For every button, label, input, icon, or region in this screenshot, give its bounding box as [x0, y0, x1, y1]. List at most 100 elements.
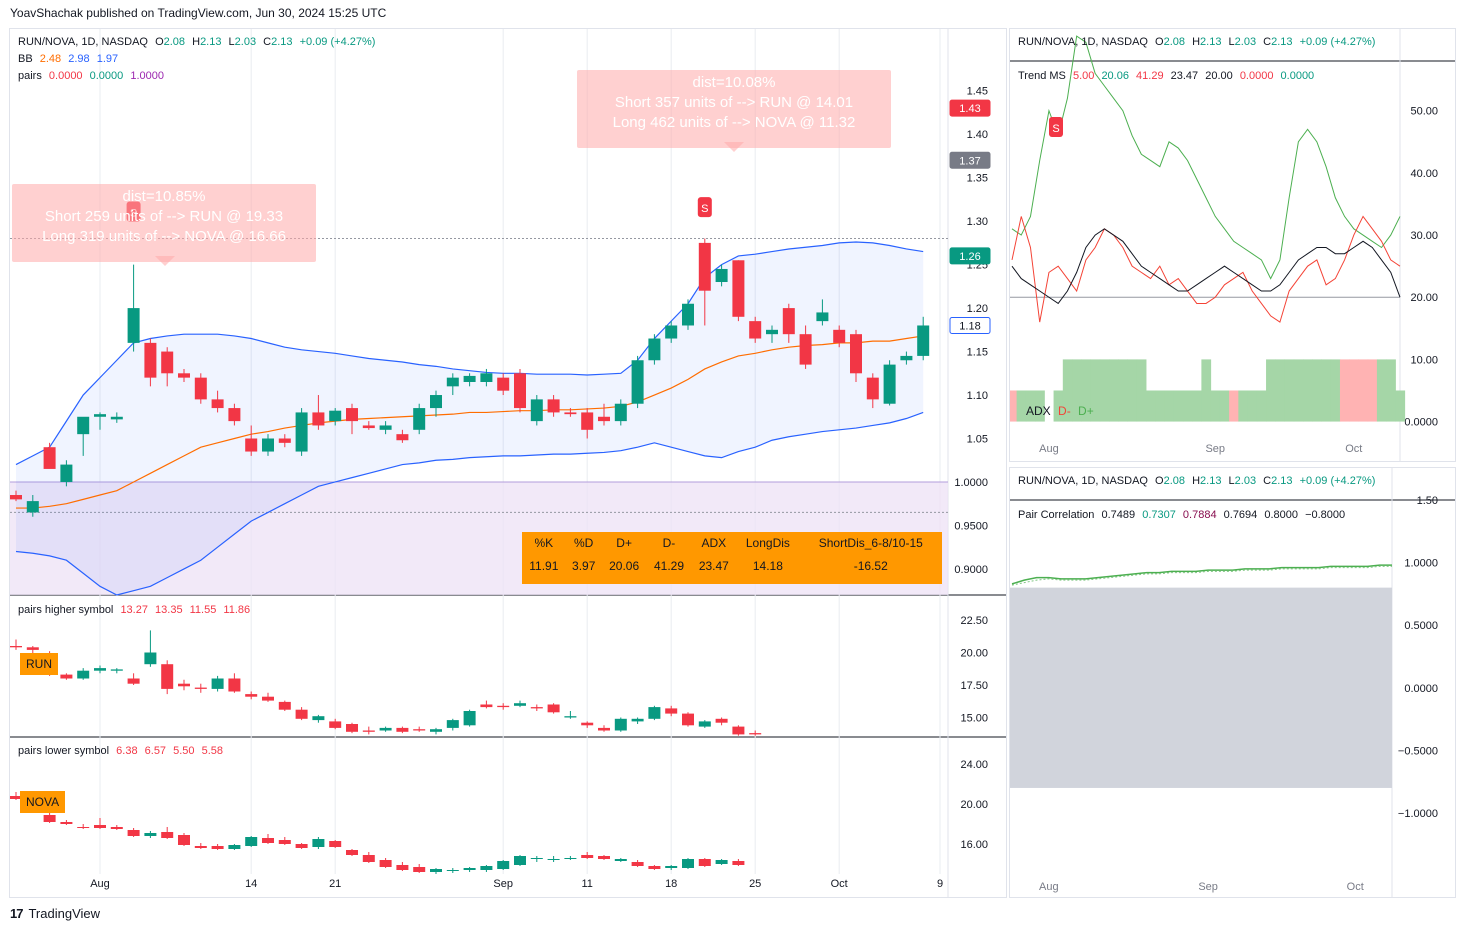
- candle-body: [178, 683, 190, 687]
- trade-note-right-dist: dist=10.08%: [692, 74, 776, 91]
- trend-symbol-legend: RUN/NOVA, 1D, NASDAQ O2.08 H2.13 L2.03 C…: [1018, 36, 1376, 48]
- candle-body: [530, 399, 543, 422]
- trade-note-right-short: Short 357 units of --> RUN @ 14.01: [614, 94, 854, 111]
- stats-h-adx: ADX: [701, 536, 727, 550]
- main-chart-panel[interactable]: Aug 14 21 Sep 11 18 25 Oct 9 1.45 1.40 1.35 1.30 1.25…: [9, 28, 1007, 898]
- stats-h-longdis: LongDis: [745, 536, 790, 550]
- candle-body: [194, 377, 207, 400]
- legend-change: +0.09 (+4.27%): [299, 36, 376, 48]
- lower-symbol-label: pairs lower symbol: [18, 745, 110, 757]
- trend-chart-svg[interactable]: 50.00 40.00 30.00 20.00 10.00 0.0000 S Aug Sep Oc…: [1010, 29, 1455, 461]
- candle-body: [598, 416, 610, 422]
- candle-body: [698, 721, 711, 727]
- candle-body: [648, 866, 661, 869]
- x-tick-label: 11: [581, 878, 592, 890]
- candle-body: [614, 403, 627, 422]
- candle-body: [245, 694, 258, 697]
- publisher-header: YoavShachak published on TradingView.com…: [10, 6, 387, 20]
- lower-o: 6.38: [116, 745, 138, 757]
- candle-body: [60, 674, 73, 679]
- candle-body: [631, 862, 644, 866]
- histogram-bar: [1256, 390, 1267, 422]
- series-line-corr: [1011, 564, 1392, 585]
- candle-body: [682, 859, 694, 868]
- candle-body: [530, 707, 543, 709]
- y-tick-label: 22.50: [960, 615, 988, 627]
- candle-body: [278, 438, 291, 443]
- bb-basis-line: [16, 335, 924, 509]
- correlation-band: [1010, 587, 1392, 788]
- adx-legend-adx: ADX: [1026, 404, 1051, 418]
- candle-body: [312, 716, 325, 721]
- y-tick-label: 0.0000: [1404, 417, 1438, 429]
- correlation-panel[interactable]: 1.50 1.0000 0.5000 0.0000 −0.5000 −1.0000 Aug S…: [1009, 467, 1456, 898]
- candle-body: [245, 438, 258, 452]
- correlation-chart-svg[interactable]: 1.50 1.0000 0.5000 0.0000 −0.5000 −1.0000 Aug S…: [1010, 468, 1455, 897]
- candle-body: [446, 377, 459, 387]
- candle-body: [430, 729, 442, 732]
- candle-body: [698, 859, 711, 866]
- candle-body: [547, 704, 560, 713]
- trend-symbol: RUN/NOVA, 1D, NASDAQ: [1018, 36, 1148, 48]
- candle-body: [127, 678, 140, 684]
- candle-body: [10, 495, 22, 500]
- y-tick-label: 1.50: [1417, 495, 1438, 507]
- candle-body: [312, 412, 325, 426]
- series-line-d: [1011, 215, 1401, 323]
- candle-body: [396, 727, 409, 732]
- candle-body: [631, 718, 644, 722]
- footer: 17 TradingView: [10, 906, 100, 921]
- trend-panel[interactable]: 50.00 40.00 30.00 20.00 10.00 0.0000 S Aug Sep Oc…: [1009, 28, 1456, 462]
- candle-body: [564, 412, 577, 415]
- y-tick-label: 16.00: [960, 839, 988, 851]
- histogram-bar: [1145, 390, 1156, 422]
- y-tick-label: 0.0000: [1404, 683, 1438, 695]
- legend-o: 2.08: [163, 36, 186, 48]
- y-tick-label: 1.35: [967, 173, 988, 185]
- histogram-bar: [1303, 359, 1313, 422]
- histogram-bar: [1367, 359, 1378, 422]
- candle-body: [715, 718, 728, 723]
- lower-h: 6.57: [144, 745, 167, 757]
- histogram-bar: [1293, 359, 1304, 422]
- candle-body: [430, 869, 442, 872]
- histogram-bar: [1284, 359, 1295, 422]
- x-tick-label: Oct: [831, 878, 848, 890]
- histogram-bar: [1229, 390, 1239, 422]
- higher-symbol-label: pairs higher symbol: [18, 604, 114, 616]
- candle-body: [94, 825, 106, 828]
- stats-value-row: 11.91 3.97 20.06 41.29 23.47 14.18 -16.5…: [522, 555, 942, 578]
- histogram-bar: [1247, 390, 1258, 422]
- candle-body: [866, 377, 879, 400]
- candle-body: [178, 835, 190, 845]
- adx-legend: ADX D- D+: [1026, 404, 1098, 418]
- candle-body: [715, 268, 728, 283]
- price-badge-gray-label: 1.37: [959, 155, 980, 167]
- candle-body: [362, 425, 375, 429]
- candle-body: [228, 845, 241, 849]
- trade-note-left-dist: dist=10.85%: [122, 188, 206, 205]
- trade-note-right: dist=10.08% Short 357 units of --> RUN @…: [577, 70, 891, 148]
- main-chart-svg[interactable]: Aug 14 21 Sep 11 18 25 Oct 91.451.401.351.301.25…: [10, 29, 1006, 897]
- histogram-bar: [1090, 359, 1101, 422]
- trend-v2: 20.06: [1101, 70, 1129, 82]
- candle-body: [833, 329, 846, 343]
- y-tick-label: 50.00: [1410, 106, 1438, 118]
- candle-body: [60, 822, 73, 824]
- candle-body: [396, 865, 409, 870]
- histogram-bar: [1192, 390, 1202, 422]
- x-tick-label: Aug: [1039, 443, 1059, 455]
- candle-body: [77, 827, 90, 828]
- y-tick-label: 15.00: [960, 713, 988, 725]
- y-tick-label: −0.5000: [1398, 745, 1438, 757]
- price-badge-outline-label: 1.18: [959, 320, 980, 332]
- trend-ms-label: Trend MS: [1018, 70, 1066, 82]
- x-tick-label: Sep: [493, 878, 513, 890]
- candle-body: [161, 832, 174, 838]
- stats-h-dminus: D-: [662, 536, 676, 550]
- x-tick-label: Aug: [90, 878, 110, 890]
- y-tick-label: 1.0000: [1404, 558, 1438, 570]
- run-symbol-tag: RUN: [20, 653, 58, 675]
- corr-v5: 0.8000: [1264, 509, 1299, 521]
- histogram-bar: [1127, 359, 1138, 422]
